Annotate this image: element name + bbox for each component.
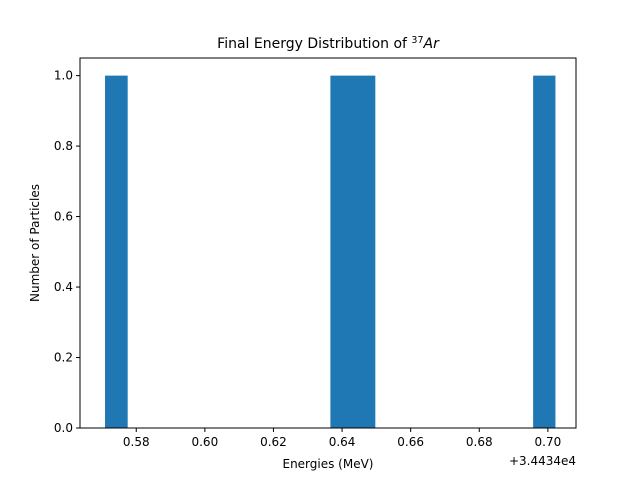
y-tick-label: 0.6 [54,210,73,224]
x-axis-ticks: 0.58 0.60 0.62 0.64 0.66 0.68 0.70 [123,428,561,449]
x-tick-label: 0.64 [329,435,356,449]
histogram-bar-2 [330,75,376,429]
x-tick-label: 0.62 [260,435,287,449]
y-tick-label: 0.4 [54,280,73,294]
x-tick-label: 0.68 [466,435,493,449]
x-tick-label: 0.70 [535,435,562,449]
histogram-bar-1 [105,75,128,429]
x-axis-label: Energies (MeV) [282,457,373,471]
x-tick-label: 0.58 [123,435,150,449]
y-tick-label: 0.2 [54,351,73,365]
plot-frame [79,57,577,429]
histogram-bar-3 [533,75,556,429]
bars-layer [105,75,556,429]
x-tick-label: 0.60 [191,435,218,449]
chart-title: Final Energy Distribution of 37Ar [217,35,440,53]
x-tick-label: 0.66 [397,435,424,449]
y-axis-label: Number of Particles [28,184,42,302]
y-tick-label: 0.0 [54,421,73,435]
y-tick-label: 1.0 [54,69,73,83]
x-axis-offset-label: +3.4434e4 [509,454,576,468]
y-tick-label: 0.8 [54,139,73,153]
y-axis-ticks: 0.0 0.2 0.4 0.6 0.8 1.0 [54,69,80,435]
